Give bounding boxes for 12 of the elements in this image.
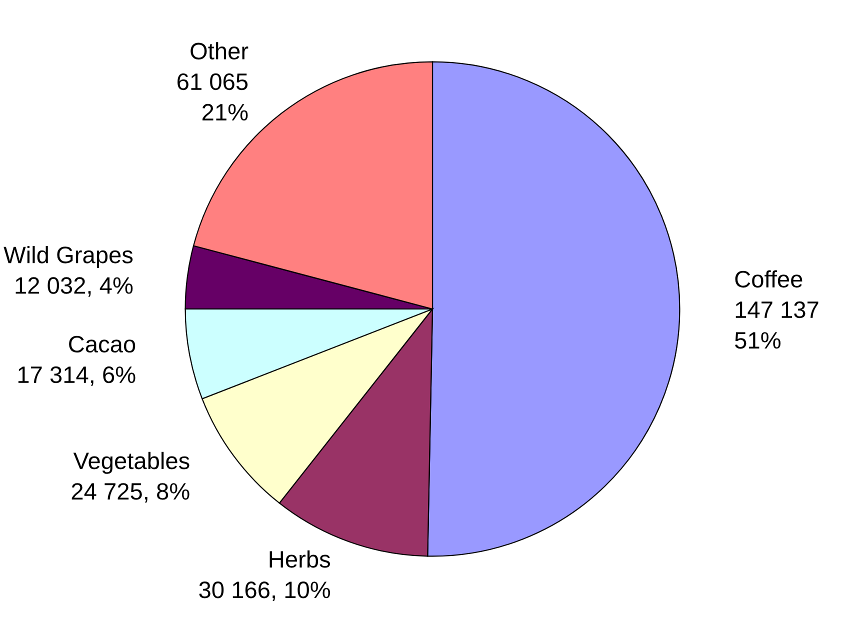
- slice-label: Wild Grapes: [4, 246, 133, 268]
- data-label: 24 725, 8%: [72, 483, 190, 503]
- slice-label: Herbs: [270, 550, 330, 568]
- data-label: 30 166, 10%: [199, 582, 330, 602]
- data-label: 12 032, 4%: [16, 277, 133, 297]
- slice-label: Other: [190, 42, 248, 60]
- slice-label: Vegetables: [73, 452, 190, 474]
- data-label: 147 137 51%: [735, 301, 818, 349]
- data-label: 61 065 21%: [178, 73, 248, 121]
- slice-label: Cacao: [69, 336, 136, 353]
- slice-label: Coffee: [735, 270, 802, 288]
- data-label: 17 314, 6%: [18, 366, 136, 386]
